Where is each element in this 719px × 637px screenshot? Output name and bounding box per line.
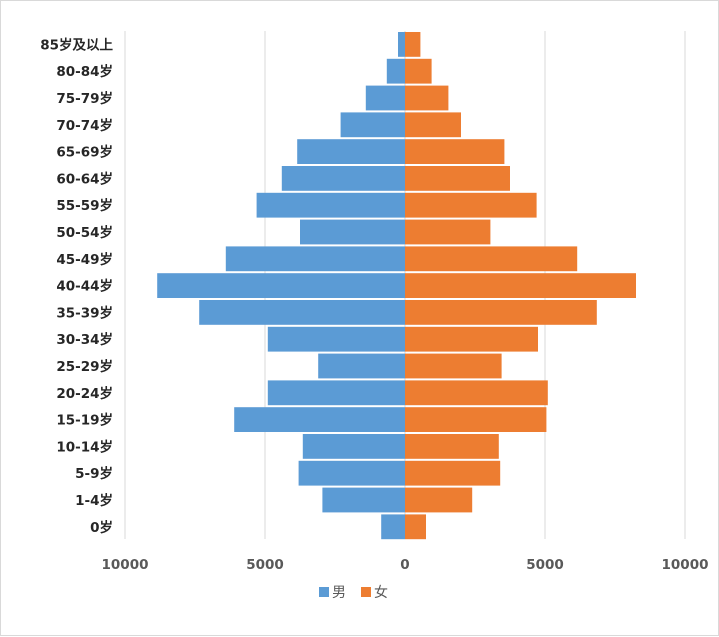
y-tick-label: 75-79岁 [56,90,113,107]
legend: 男女 [319,584,388,601]
female-bar [405,407,547,432]
x-tick-label: 5000 [526,557,564,573]
y-tick-label: 45-49岁 [56,251,113,268]
legend-label: 男 [332,585,346,601]
y-axis-labels: 0岁 1-4岁 5-9岁 10-14岁 15-19岁 20-24岁 25-29岁 30-34岁… [40,36,113,535]
female-bar [405,246,578,272]
legend-label: 女 [374,584,388,601]
female-bar [405,166,510,191]
female-bar [405,219,491,245]
y-tick-label: 0岁 [90,519,113,536]
male-bar [157,273,405,298]
x-axis-labels: 10000 5000 0 5000 10000 [102,557,709,573]
y-tick-label: 15-19岁 [56,412,113,429]
male-bar [318,353,405,379]
male-bar [225,246,405,272]
y-tick-label: 30-34岁 [56,331,113,348]
y-tick-label: 50-54岁 [56,224,113,241]
x-tick-label: 0 [400,557,409,573]
male-bar [199,300,405,325]
female-bar [405,514,426,540]
x-tick-label: 10000 [102,557,149,573]
y-tick-label: 65-69岁 [56,144,113,161]
y-tick-label: 80-84岁 [56,63,113,80]
male-bar [281,166,405,191]
male-bar [298,460,405,486]
female-bar [405,380,548,406]
male-bar [267,326,405,352]
male-bar [300,219,405,245]
y-tick-label: 60-64岁 [56,170,113,187]
male-bar [297,139,405,164]
y-tick-label: 35-39岁 [56,304,113,321]
male-bar [386,58,405,84]
female-bar [405,139,505,164]
y-tick-label: 10-14岁 [56,438,113,455]
female-bar [405,434,499,459]
female-bar [405,300,597,325]
female-bar [405,353,502,379]
male-bar [381,514,405,540]
male-bar [256,192,405,218]
y-tick-label: 5-9岁 [75,465,113,482]
male-bar [340,112,405,138]
female-bar [405,32,421,57]
y-tick-label: 40-44岁 [56,278,113,295]
male-bar [398,32,405,57]
male-bar [322,487,405,513]
legend-swatch [361,587,371,597]
x-tick-label: 10000 [662,557,709,573]
y-tick-label: 20-24岁 [56,385,113,402]
female-bar [405,273,636,298]
female-bar [405,326,538,352]
bars [157,32,636,540]
male-bar [234,407,405,432]
male-bar [302,434,405,459]
female-bar [405,85,449,111]
y-tick-label: 70-74岁 [56,117,113,134]
y-tick-label: 1-4岁 [75,492,113,509]
male-bar [267,380,405,406]
y-tick-label: 85岁及以上 [40,36,113,53]
female-bar [405,460,501,486]
female-bar [405,192,537,218]
female-bar [405,58,432,84]
y-tick-label: 25-29岁 [56,358,113,375]
female-bar [405,487,473,513]
male-bar [365,85,405,111]
legend-swatch [319,587,329,597]
female-bar [405,112,461,138]
x-tick-label: 5000 [246,557,284,573]
y-tick-label: 55-59岁 [56,197,113,214]
